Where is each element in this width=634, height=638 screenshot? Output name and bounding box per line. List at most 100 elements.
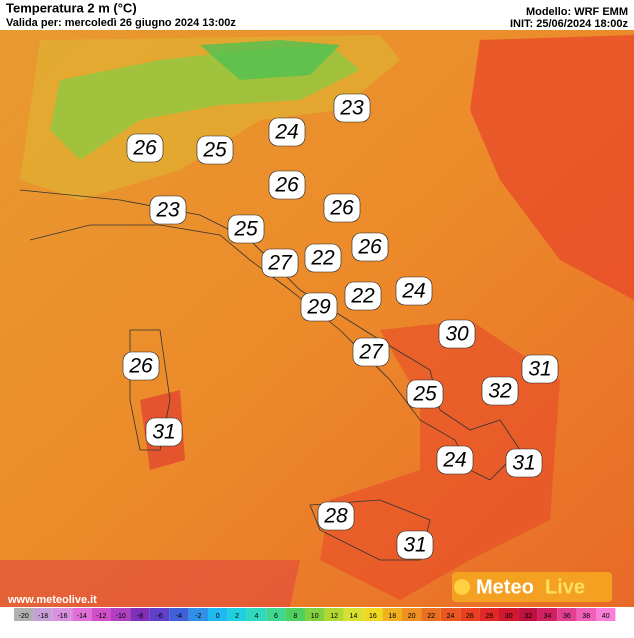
colorbar-segment [208, 608, 228, 621]
label-box [333, 93, 371, 123]
label-box [323, 193, 361, 223]
label-box [395, 276, 433, 306]
colorbar-label: 36 [563, 613, 571, 620]
colorbar-label: 32 [524, 613, 532, 620]
colorbar-segment [52, 608, 73, 621]
temp-label: 23 [339, 97, 364, 120]
colorbar-label: 38 [582, 613, 590, 620]
label-box [352, 337, 390, 367]
colorbar-segment [305, 608, 325, 621]
colorbar-segment [169, 608, 189, 621]
hot-zone [470, 35, 634, 300]
colorbar-label: 0 [216, 613, 220, 620]
label-box [122, 351, 160, 381]
logo-box [452, 572, 612, 602]
colorbar-label: 14 [350, 613, 358, 620]
logo-sun [454, 579, 470, 595]
label-box [196, 135, 234, 165]
colorbar-label: 24 [447, 613, 455, 620]
logo-text: Live [545, 576, 585, 598]
colorbar-label: 16 [369, 613, 377, 620]
colorbar-label: 20 [408, 613, 416, 620]
colorbar-segment [343, 608, 364, 621]
website: www.meteolive.it [7, 594, 97, 606]
temp-label: 27 [358, 341, 384, 364]
label-box [481, 376, 519, 406]
label-box [149, 195, 187, 225]
colorbar-label: 22 [427, 613, 435, 620]
label-box [351, 232, 389, 262]
colorbar-segment [382, 608, 402, 621]
colorbar-segment [130, 608, 150, 621]
colorbar-label: 4 [255, 613, 259, 620]
label-box [521, 354, 559, 384]
colorbar-label: -12 [96, 613, 106, 620]
colorbar-segment [111, 608, 131, 621]
label-box [300, 292, 338, 322]
temp-label: 31 [152, 421, 175, 444]
temp-label: 31 [528, 358, 551, 381]
coastline [129, 329, 171, 451]
coastline [309, 499, 431, 561]
temp-label: 32 [488, 380, 512, 403]
label-box [396, 530, 434, 560]
colorbar-label: 18 [388, 613, 396, 620]
colorbar-segment [285, 608, 305, 621]
temp-label: 26 [128, 355, 153, 378]
label-box [145, 417, 183, 447]
temp-label: 31 [512, 452, 535, 475]
colorbar-segment [402, 608, 422, 621]
colorbar-segment [537, 608, 558, 621]
temp-label: 27 [267, 252, 293, 275]
colorbar-label: -16 [57, 613, 67, 620]
colorbar-label: 2 [235, 613, 239, 620]
colorbar-segment [72, 608, 92, 621]
label-box [268, 170, 306, 200]
label-box [406, 379, 444, 409]
colorbar-segment [440, 608, 461, 621]
colorbar-label: 28 [485, 613, 493, 620]
temp-label: 26 [357, 236, 382, 259]
colorbar-label: -2 [195, 613, 201, 620]
valid-time: Valida per: mercoledì 26 giugno 2024 13:… [6, 17, 236, 29]
colorbar-segment [557, 608, 577, 621]
logo-text: Meteo [476, 576, 534, 598]
colorbar-segment [499, 608, 519, 621]
temp-label: 28 [323, 505, 348, 528]
colorbar-label: -8 [137, 613, 143, 620]
colorbar-label: -20 [19, 613, 29, 620]
colorbar-label: 6 [274, 613, 278, 620]
temp-label: 22 [350, 285, 375, 308]
colorbar-label: 10 [311, 613, 319, 620]
colorbar-label: -18 [38, 613, 48, 620]
init-time: INIT: 25/06/2024 18:00z [510, 18, 629, 30]
temp-label: 26 [274, 174, 299, 197]
colorbar-label: -6 [156, 613, 162, 620]
temp-label: 30 [445, 323, 469, 346]
label-box [268, 117, 306, 147]
colorbar-segment [91, 608, 111, 621]
colorbar-label: -14 [77, 613, 87, 620]
label-box [261, 248, 299, 278]
temp-label: 22 [310, 247, 335, 270]
temp-label: 25 [233, 218, 258, 241]
colorbar-segment [266, 608, 286, 621]
temp-label: 24 [442, 449, 466, 472]
colorbar-label: -4 [176, 613, 182, 620]
hot-zone [0, 560, 300, 607]
alps-zone [200, 40, 340, 80]
colorbar-segment [479, 608, 499, 621]
colorbar-segment [246, 608, 267, 621]
colorbar-segment [363, 608, 383, 621]
label-box [438, 319, 476, 349]
label-box [317, 501, 355, 531]
label-box [304, 243, 342, 273]
colorbar-segment [596, 608, 616, 621]
label-box [344, 281, 382, 311]
model: Modello: WRF EMM [526, 6, 628, 18]
colorbar-segment [518, 608, 538, 621]
colorbar-label: -10 [116, 613, 126, 620]
label-box [126, 133, 164, 163]
colorbar-segment [576, 608, 596, 621]
